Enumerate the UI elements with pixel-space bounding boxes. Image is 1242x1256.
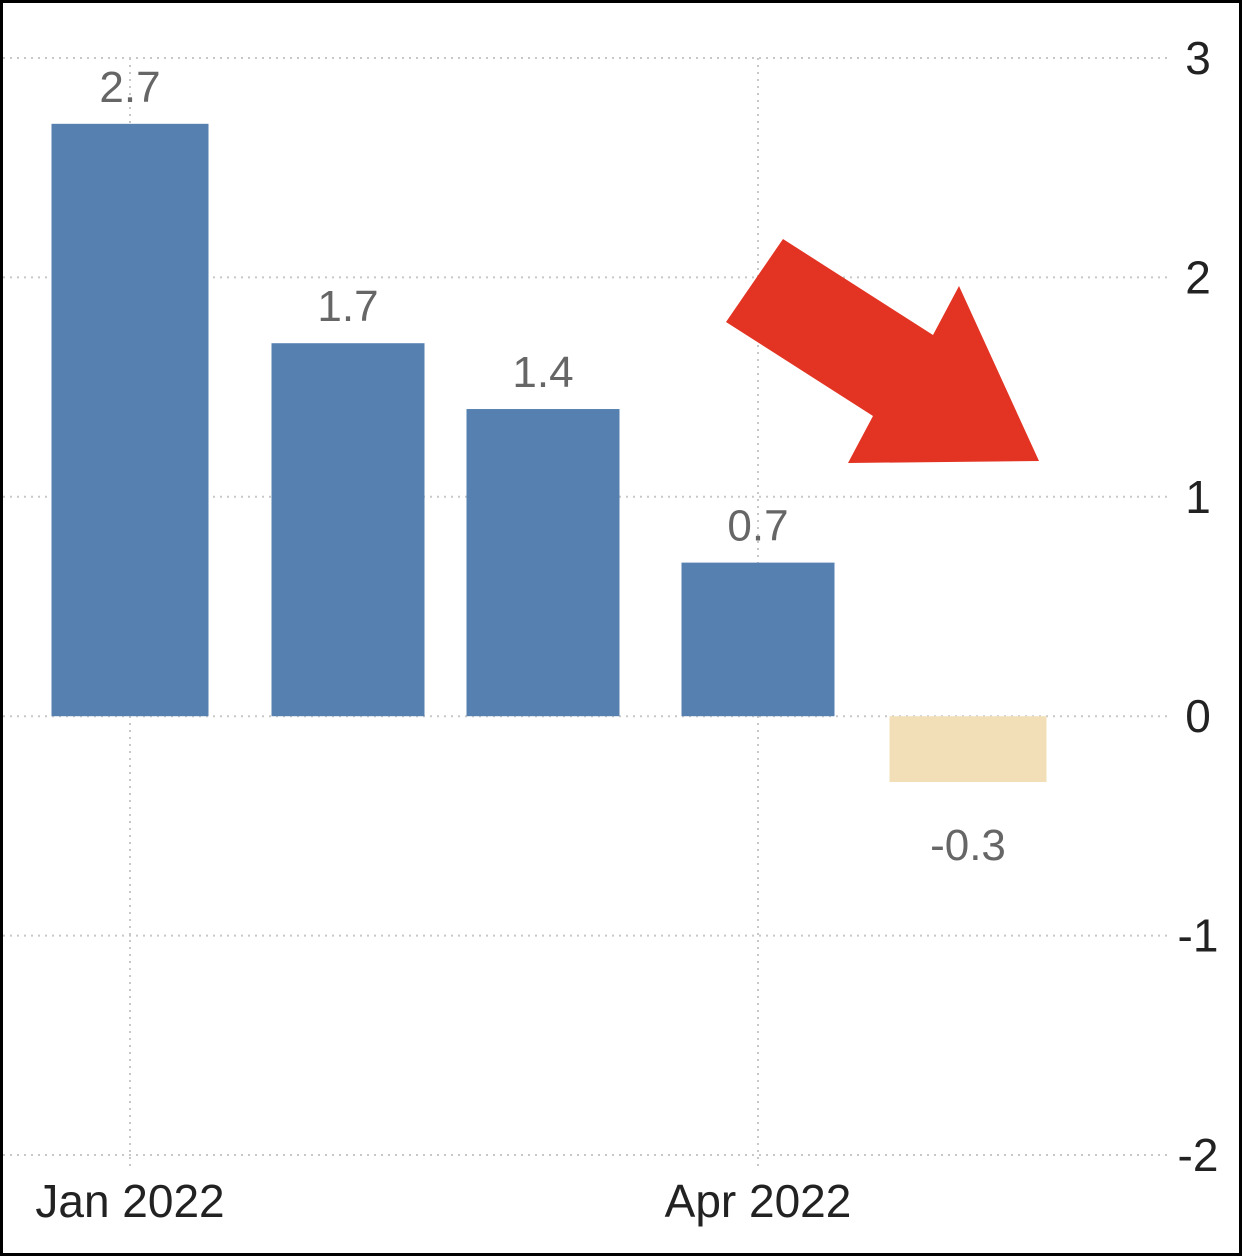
bars [51, 123, 1047, 783]
bar-mar-2022 [466, 409, 620, 717]
x-tick-label: Jan 2022 [35, 1175, 224, 1227]
y-tick-label: 1 [1185, 471, 1211, 523]
x-tick-label: Apr 2022 [665, 1175, 852, 1227]
y-tick-label: 2 [1185, 251, 1211, 303]
data-label: 1.7 [317, 282, 378, 331]
bar-apr-2022 [681, 562, 835, 717]
y-tick-label: -1 [1178, 910, 1219, 962]
y-tick-label: 0 [1185, 690, 1211, 742]
data-label: 1.4 [512, 348, 573, 397]
bar-may-2022 [889, 716, 1047, 783]
y-axis-ticks: 3 2 1 0 -1 -2 [1178, 32, 1219, 1181]
bar-chart: 2.7 1.7 1.4 0.7 -0.3 3 2 1 0 -1 -2 Jan 2022 Apr 20… [3, 32, 1219, 1227]
arrow-down-right-icon [726, 239, 1039, 463]
bar-jan-2022 [51, 123, 209, 717]
data-label: 0.7 [727, 502, 788, 551]
arrow-down-right-icon [726, 239, 1039, 463]
data-label: 2.7 [99, 63, 160, 112]
data-labels: 2.7 1.7 1.4 0.7 -0.3 [99, 63, 1006, 870]
bar-feb-2022 [271, 343, 425, 717]
data-label: -0.3 [930, 821, 1006, 870]
x-axis-ticks: Jan 2022 Apr 2022 [35, 1175, 851, 1227]
y-tick-label: -2 [1178, 1129, 1219, 1181]
y-tick-label: 3 [1185, 32, 1211, 84]
